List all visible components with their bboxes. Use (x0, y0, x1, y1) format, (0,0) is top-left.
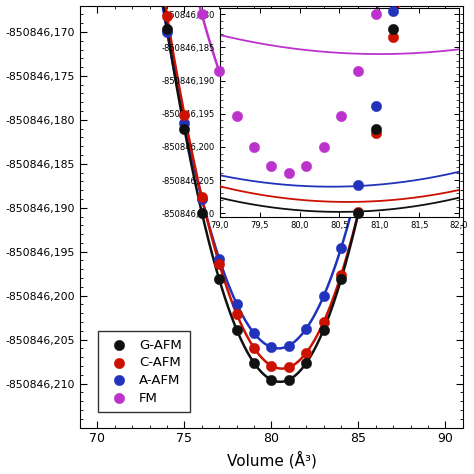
Point (181, 126, 188, 133)
Point (268, 343, 275, 351)
Legend: G-AFM, C-AFM, A-AFM, FM: G-AFM, C-AFM, A-AFM, FM (98, 331, 190, 412)
Point (198, 194, 206, 201)
Point (268, 376, 275, 383)
Point (198, 195, 206, 202)
Point (372, 102, 380, 109)
Point (233, 326, 240, 333)
Point (181, 111, 188, 119)
Point (268, 163, 275, 170)
Point (337, 271, 345, 279)
Point (216, 260, 223, 268)
Point (285, 169, 292, 176)
Point (302, 163, 310, 170)
Point (285, 376, 292, 383)
Point (163, 28, 171, 36)
Point (250, 359, 258, 367)
Point (250, 329, 258, 337)
Point (268, 362, 275, 370)
Point (337, 112, 345, 119)
Point (372, 126, 380, 133)
X-axis label: Volume (Å³): Volume (Å³) (227, 451, 316, 468)
Point (250, 344, 258, 352)
Point (163, 12, 171, 20)
Point (302, 359, 310, 367)
Point (355, 67, 362, 75)
Point (390, 25, 397, 33)
Point (216, 255, 223, 263)
Point (372, 10, 380, 18)
Point (355, 181, 362, 189)
Point (320, 326, 328, 333)
Point (285, 364, 292, 371)
Point (198, 10, 206, 18)
Point (233, 300, 240, 308)
Point (302, 349, 310, 356)
Point (163, 25, 171, 33)
Point (233, 310, 240, 318)
Point (233, 112, 240, 119)
Point (355, 209, 362, 217)
Point (250, 144, 258, 151)
Point (337, 244, 345, 252)
Point (302, 325, 310, 332)
Point (337, 276, 345, 283)
Point (355, 208, 362, 216)
Point (285, 342, 292, 349)
Point (372, 129, 380, 137)
Point (390, 8, 397, 15)
Point (320, 318, 328, 326)
Point (216, 67, 223, 75)
Point (216, 276, 223, 283)
Point (181, 119, 188, 127)
Point (198, 209, 206, 217)
Point (320, 144, 328, 151)
Point (390, 34, 397, 41)
Point (320, 292, 328, 300)
